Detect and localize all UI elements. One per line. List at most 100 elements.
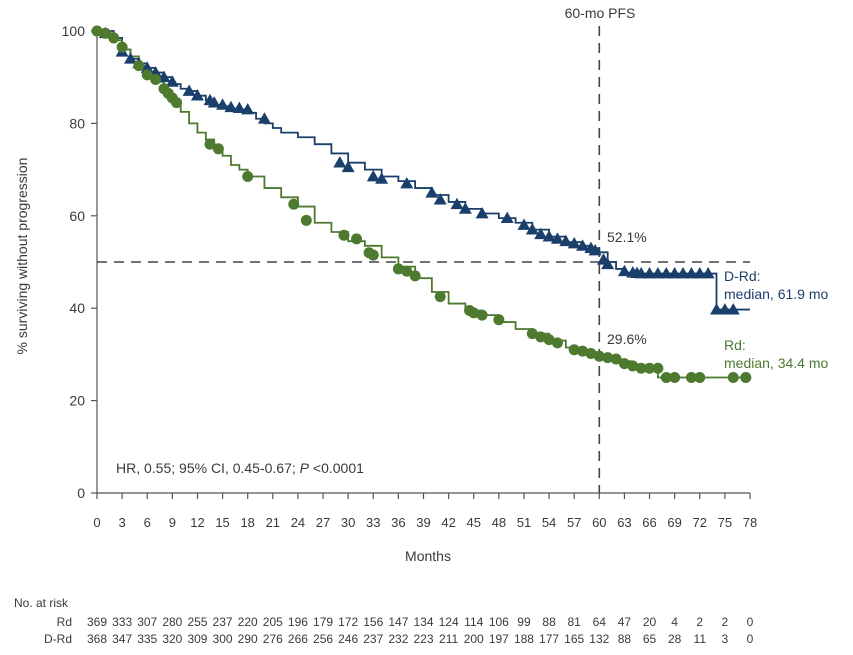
x-tick-label: 12 (190, 515, 204, 530)
x-tick-label: 72 (693, 515, 707, 530)
drd-60mo-value: 52.1% (607, 229, 647, 245)
drd-at-risk-value: 320 (162, 632, 182, 646)
rd-censor-circle (300, 214, 312, 226)
rd-at-risk-value: 64 (593, 615, 607, 629)
rd-at-risk-value: 333 (112, 615, 132, 629)
risk-row-rd: 369 333 307 280 255 237 220 205 196 179 172 156 147 1… (87, 615, 754, 629)
drd-at-risk-value: 266 (288, 632, 308, 646)
drd-at-risk-value: 309 (187, 632, 207, 646)
rd-censor-circle (635, 362, 647, 374)
drd-at-risk-value: 0 (747, 632, 754, 646)
y-tick-label: 40 (69, 300, 85, 316)
drd-censor-triangle (182, 84, 196, 96)
drd-at-risk-value: 335 (137, 632, 157, 646)
x-tick-label: 69 (667, 515, 681, 530)
x-tick-label: 3 (118, 515, 125, 530)
drd-at-risk-value: 256 (313, 632, 333, 646)
rd-censor-circle (409, 270, 421, 282)
drd-censor-triangle (726, 303, 740, 315)
drd-at-risk-value: 246 (338, 632, 358, 646)
drd-censor-triangle (676, 267, 690, 279)
rd-censor-circle (434, 291, 446, 303)
rd-censor-circle (669, 372, 681, 383)
rd-censor-circle (493, 314, 505, 326)
drd-censor-triangle (710, 303, 724, 315)
rd-at-risk-value: 106 (489, 615, 509, 629)
drd-at-risk-value: 200 (464, 632, 484, 646)
drd-censor-triangle (375, 172, 389, 184)
rd-median-label: Rd: median, 34.4 mo (724, 337, 828, 371)
drd-censor-triangle (190, 89, 204, 101)
rd-at-risk-value: 81 (568, 615, 582, 629)
rd-at-risk-value: 307 (137, 615, 157, 629)
drd-censor-triangle (450, 197, 464, 210)
drd-at-risk-value: 290 (238, 632, 258, 646)
drd-censor-triangle (559, 234, 573, 247)
rd-censor-circle (535, 331, 547, 343)
y-tick-label: 60 (69, 208, 85, 224)
x-tick-label: 21 (266, 515, 280, 530)
rd-censor-circle (116, 41, 128, 53)
drd-at-risk-value: 65 (643, 632, 657, 646)
rd-censor-circle (133, 60, 145, 72)
drd-at-risk-value: 3 (722, 632, 729, 646)
x-tick-label: 0 (93, 515, 100, 530)
censor-markers (91, 25, 752, 383)
rd-at-risk-value: 114 (464, 615, 483, 629)
risk-table: No. at risk Rd D-Rd 369 333 307 280 255 237 22… (14, 596, 754, 646)
drd-censor-triangle (241, 103, 255, 115)
x-tick-label: 36 (391, 515, 405, 530)
rd-curve (97, 30, 750, 379)
rd-at-risk-value: 280 (162, 615, 182, 629)
x-axis-label: Months (405, 548, 451, 564)
rd-censor-circle (242, 171, 254, 183)
drd-censor-triangle (333, 156, 347, 168)
hr-p: P (300, 460, 310, 476)
y-tick-label: 20 (69, 393, 85, 409)
drd-censor-triangle (693, 267, 707, 279)
rd-at-risk-value: 2 (722, 615, 729, 629)
drd-censor-triangle (366, 170, 380, 182)
risk-row-drd: 368 347 335 320 309 300 290 276 266 256 246 237 232 2… (87, 632, 754, 646)
x-tick-label: 54 (542, 515, 556, 530)
rd-censor-circle (338, 229, 350, 241)
x-tick-label: 57 (567, 515, 581, 530)
rd-at-risk-value: 134 (413, 615, 433, 629)
x-tick-label: 45 (466, 515, 480, 530)
drd-censor-triangle (341, 160, 355, 173)
drd-at-risk-value: 28 (668, 632, 682, 646)
rd-censor-circle (91, 25, 103, 37)
rd-at-risk-value: 99 (517, 615, 531, 629)
pfs-annotation: 60-mo PFS (565, 5, 636, 21)
rd-censor-circle (150, 74, 162, 86)
drd-median-line1: D-Rd: (724, 268, 761, 284)
rd-censor-circle (585, 347, 597, 359)
drd-at-risk-value: 88 (618, 632, 632, 646)
drd-at-risk-value: 132 (589, 632, 609, 646)
drd-at-risk-value: 188 (514, 632, 534, 646)
x-tick-label: 15 (215, 515, 229, 530)
drd-censor-triangle (668, 267, 682, 279)
rd-censor-circle (476, 309, 488, 321)
drd-censor-triangle (517, 218, 531, 230)
rd-censor-circle (568, 344, 580, 356)
rd-censor-circle (367, 249, 379, 261)
drd-censor-triangle (500, 211, 514, 223)
drd-censor-triangle (433, 193, 447, 205)
x-tick-label: 78 (743, 515, 757, 530)
rd-at-risk-value: 369 (87, 615, 107, 629)
drd-censor-triangle (542, 230, 556, 242)
drd-at-risk-value: 223 (413, 632, 433, 646)
rd-censor-circle (288, 198, 300, 210)
rd-at-risk-value: 2 (696, 615, 703, 629)
drd-censor-triangle (634, 267, 648, 279)
rd-censor-circle (99, 27, 111, 39)
drd-censor-triangle (534, 227, 548, 240)
rd-censor-circle (108, 32, 120, 44)
rd-censor-circle (401, 265, 413, 277)
x-tick-label: 42 (441, 515, 455, 530)
x-tick-label: 18 (240, 515, 254, 530)
hr-main: HR, 0.55; 95% CI, 0.45-0.67; (116, 460, 300, 476)
rd-censor-circle (652, 362, 664, 374)
